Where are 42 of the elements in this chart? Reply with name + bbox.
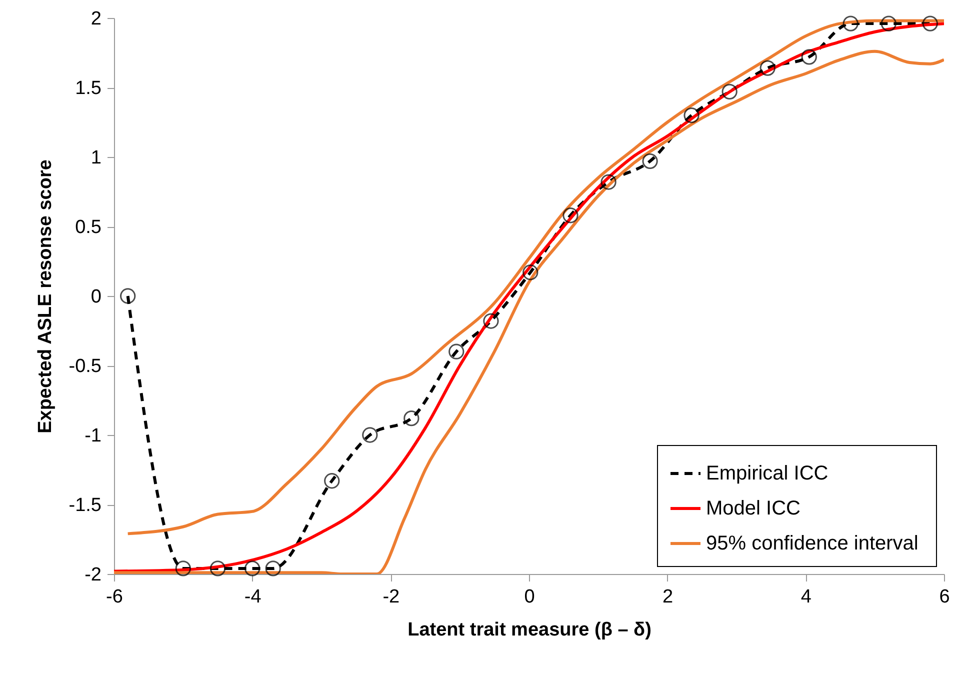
x-tick-label: 4 (800, 586, 812, 608)
x-tick-label: -6 (106, 586, 123, 608)
y-tick-label: -2 (84, 564, 102, 586)
x-tick-label: -2 (382, 586, 400, 608)
legend-label: Model ICC (706, 498, 800, 520)
point (722, 84, 738, 100)
point (801, 49, 817, 65)
y-tick-label: 1.5 (75, 78, 102, 99)
y-tick-label: 1 (90, 148, 102, 168)
point (922, 16, 938, 32)
x-tick-label: 6 (939, 586, 950, 608)
point (842, 16, 858, 32)
point (600, 174, 616, 190)
point (210, 560, 226, 576)
y-tick-label: -1.5 (68, 495, 102, 516)
x-tick-label: 2 (662, 586, 674, 608)
y-tick-label: -0.5 (68, 356, 102, 377)
point (684, 107, 700, 124)
legend-label: Empirical ICC (706, 462, 828, 484)
x-axis-title: Latent trait measure (β – δ) (408, 620, 652, 640)
point (404, 410, 420, 426)
x-tick-label: -4 (244, 586, 262, 608)
point (324, 473, 340, 489)
point (265, 560, 281, 576)
y-axis-title: Expected ASLE resonse score (34, 160, 56, 434)
point (562, 208, 578, 224)
point (362, 427, 378, 443)
y-tick-label: 2 (90, 8, 102, 30)
point (244, 560, 260, 576)
point (522, 264, 538, 280)
point (760, 60, 776, 76)
legend-label: 95% confidence interval (706, 532, 918, 554)
point (483, 313, 499, 329)
point (642, 153, 658, 169)
y-tick-label: 0 (90, 286, 102, 308)
point (175, 560, 191, 576)
y-tick-label: 0.5 (75, 217, 102, 238)
point (120, 288, 136, 304)
y-tick-label: -1 (84, 426, 102, 446)
point (880, 16, 896, 32)
x-tick-label: 0 (524, 586, 535, 608)
point (448, 344, 464, 360)
